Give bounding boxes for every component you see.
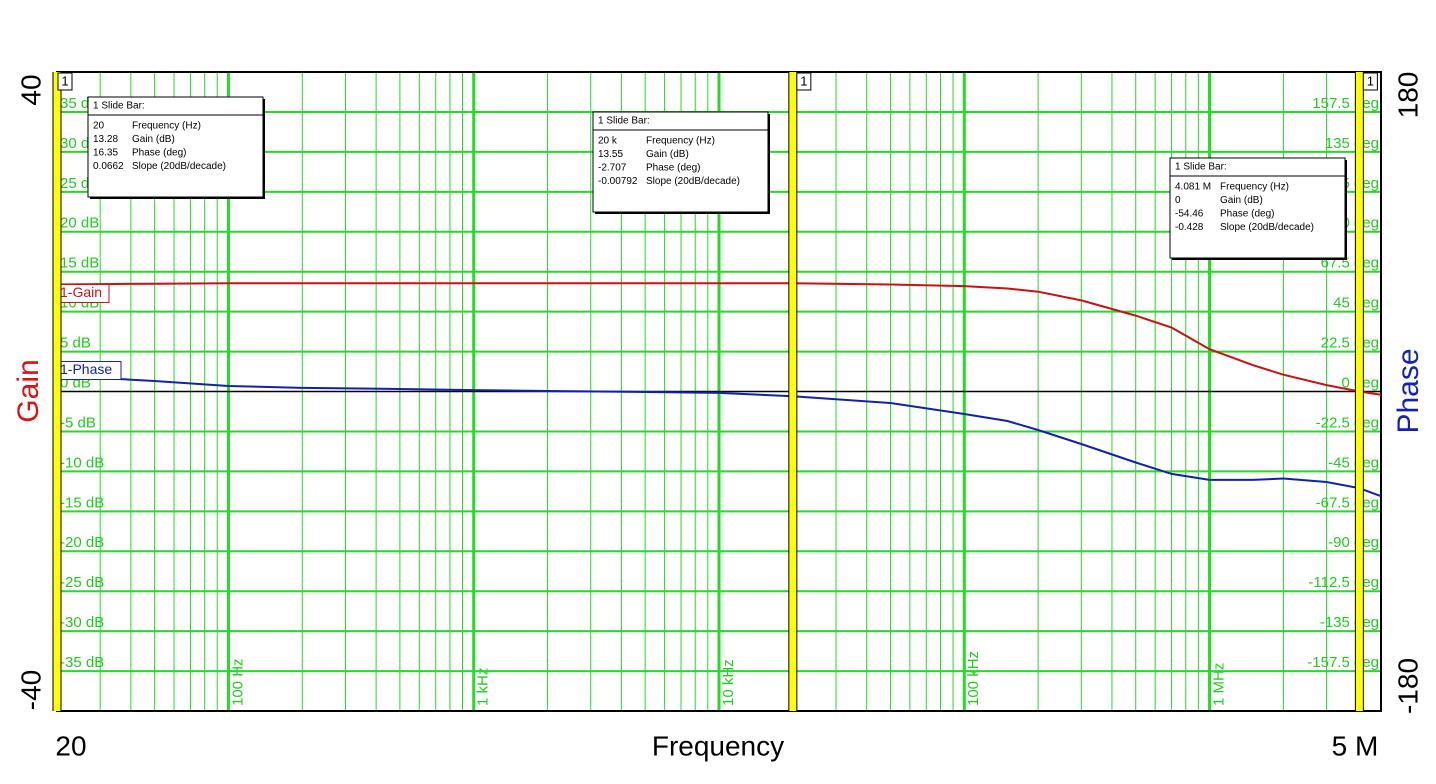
slide-bar-key: Frequency (Hz): [1220, 182, 1289, 193]
slide-bar-value: 20 k: [598, 136, 618, 147]
y-tick-label: -5 dB: [60, 414, 96, 431]
series-label-text: 1-Gain: [60, 284, 102, 300]
y-axis-label: Gain: [12, 359, 45, 422]
series-line: [56, 282, 1382, 396]
y-max-label: 40: [15, 74, 46, 105]
y-tick-label: -20 dB: [60, 534, 104, 551]
slide-bar-value: 4.081 M: [1175, 182, 1211, 193]
slide-bar-key: Frequency (Hz): [646, 136, 715, 147]
cursor-bar: [53, 72, 61, 711]
slide-bar-value: -0.00792: [598, 176, 638, 187]
y-tick-label: 15 dB: [60, 255, 99, 272]
slide-bar-value: 13.28: [93, 134, 118, 145]
y2-tick-label: -45 deg: [1328, 454, 1379, 471]
y2-tick-label: 22.5 deg: [1321, 335, 1379, 352]
x-end-label: 5 M: [1332, 730, 1379, 761]
y-min-label: -40: [15, 670, 46, 710]
slide-bar-value: 0.0662: [93, 161, 124, 172]
y2-tick-label: -135 deg: [1320, 614, 1379, 631]
cursor-bar: [1355, 72, 1364, 711]
cursor-bar: [788, 72, 797, 711]
series-label: 1-Gain: [56, 283, 110, 303]
y-tick-label: -25 dB: [60, 574, 104, 591]
slide-bar-box: [592, 111, 769, 213]
slide-bar-key: Phase (deg): [1220, 209, 1274, 220]
series-line: [56, 374, 1382, 498]
slide-bar-key: Slope (20dB/decade): [132, 161, 226, 172]
cursor-tag-text: 1: [800, 73, 807, 88]
slide-bar-key: Slope (20dB/decade): [646, 176, 740, 187]
slide-bar-value: -2.707: [598, 163, 627, 174]
slide-bar-key: Frequency (Hz): [132, 121, 201, 132]
y2-tick-label: 135 deg: [1325, 135, 1379, 152]
slide-bar-title: 1 Slide Bar:: [93, 101, 145, 112]
slide-bar-value: 20: [93, 121, 105, 132]
slide-bar-box: [87, 96, 264, 198]
slide-bar-title: 1 Slide Bar:: [1175, 162, 1227, 173]
x-tick-label: 100 kHz: [965, 651, 982, 706]
slide-bar-value: -54.46: [1175, 209, 1204, 220]
y2-tick-label: -22.5 deg: [1316, 414, 1379, 431]
slide-bar-value: 16.35: [93, 148, 118, 159]
slide-bar-key: Phase (deg): [132, 148, 186, 159]
y-tick-label: -30 dB: [60, 614, 104, 631]
x-tick-label: 100 Hz: [229, 658, 246, 706]
y2-axis-label: Phase: [1392, 348, 1425, 433]
y2-tick-label: 157.5 deg: [1312, 95, 1379, 112]
y-tick-label: 20 dB: [60, 215, 99, 232]
y2-tick-label: -90 deg: [1328, 534, 1379, 551]
y2-tick-label: -67.5 deg: [1316, 494, 1379, 511]
y2-min-label: -180: [1392, 658, 1423, 714]
y2-max-label: 180: [1392, 72, 1423, 119]
x-tick-label: 1 kHz: [475, 668, 492, 706]
y-tick-label: -10 dB: [60, 454, 104, 471]
y2-tick-label: -112.5 deg: [1308, 574, 1379, 591]
y-tick-label: -35 dB: [60, 654, 104, 671]
cursor-tag-text: 1: [61, 73, 68, 88]
x-tick-label: 1 MHz: [1211, 663, 1228, 706]
slide-bar-key: Gain (dB): [646, 149, 689, 160]
slide-bar-value: -0.428: [1175, 222, 1204, 233]
slide-bar-key: Gain (dB): [1220, 195, 1263, 206]
y2-tick-label: -157.5 deg: [1307, 654, 1379, 671]
cursor-tag: [1362, 72, 1378, 91]
slide-bar-key: Slope (20dB/decade): [1220, 222, 1314, 233]
slide-bar-key: Gain (dB): [132, 134, 175, 145]
y-tick-label: -15 dB: [60, 494, 104, 511]
series-label-text: 1-Phase: [60, 361, 112, 377]
cursor-tag: [796, 72, 812, 91]
x-tick-label: 10 kHz: [720, 659, 737, 706]
cursor-tag-text: 1: [1367, 73, 1374, 88]
y-tick-label: 5 dB: [60, 335, 91, 352]
x-axis-label: Frequency: [652, 730, 784, 761]
x-end-label: 20: [55, 730, 86, 761]
slide-bar-box: [1169, 157, 1346, 259]
slide-bar-value: 0: [1175, 195, 1181, 206]
cursor-tag: [57, 72, 73, 91]
slide-bar-value: 13.55: [598, 149, 623, 160]
slide-bar-title: 1 Slide Bar:: [598, 116, 650, 127]
slide-bar-key: Phase (deg): [646, 163, 700, 174]
series-label: 1-Phase: [56, 361, 122, 381]
